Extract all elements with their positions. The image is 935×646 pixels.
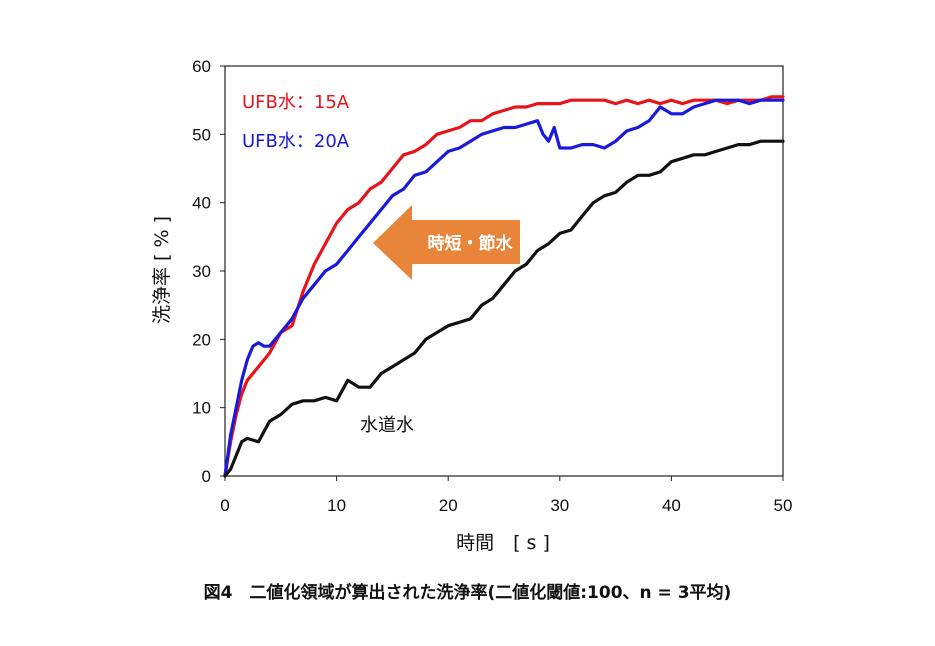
y-tick-label: 60: [192, 57, 211, 76]
x-tick-label: 40: [662, 496, 681, 515]
y-axis-label: 洗浄率 [ % ]: [151, 216, 173, 324]
y-tick-label: 10: [192, 399, 211, 418]
y-tick-label: 30: [192, 262, 211, 281]
series-lines: [223, 95, 785, 478]
y-tick-label: 20: [192, 330, 211, 349]
arrow-shape: [373, 205, 520, 280]
x-tick-label: 30: [550, 496, 569, 515]
figure-caption: 図4 二値化領域が算出された洗浄率(二値化閾値:100、n = 3平均): [203, 583, 732, 603]
x-tick-label: 0: [220, 496, 229, 515]
x-axis-label: 時間 [ s ]: [456, 532, 550, 554]
y-tick-label: 40: [192, 194, 211, 213]
x-tick-label: 20: [439, 496, 458, 515]
series-line-tap-water: [223, 139, 785, 478]
arrow-label: 時短・節水: [428, 233, 514, 254]
x-tick-label: 50: [774, 496, 793, 515]
x-tick-label: 10: [327, 496, 346, 515]
chart-axes: [220, 65, 784, 481]
y-tick-label: 0: [202, 467, 211, 486]
series-line-ufb-20a: [223, 98, 785, 478]
tick-labels: 0 10 20 30 40 50 60 0 10 20 30 40 50: [192, 57, 792, 515]
tap-water-label: 水道水: [360, 415, 414, 436]
y-tick-label: 50: [192, 125, 211, 144]
legend-entry-ufb-20a: UFB水：20A: [242, 131, 350, 152]
legend-entry-ufb-15a: UFB水：15A: [242, 92, 350, 113]
